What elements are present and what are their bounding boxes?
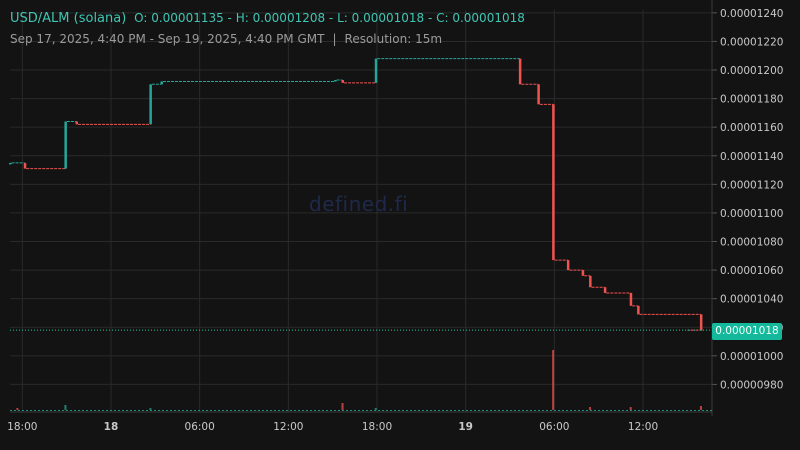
x-tick-label: 18:00 xyxy=(7,421,37,433)
y-tick-label: 0.00001100 xyxy=(720,208,783,220)
y-tick-label: 0.00000980 xyxy=(720,379,783,391)
resolution-label: Resolution: 15m xyxy=(344,32,443,46)
y-tick-label: 0.00001040 xyxy=(720,294,783,306)
candle-body xyxy=(518,58,522,85)
ohlc-readout: O: 0.00001135 - H: 0.00001208 - L: 0.000… xyxy=(134,11,525,25)
y-tick-label: 0.00001180 xyxy=(720,94,783,106)
x-tick-label: 06:00 xyxy=(185,421,215,433)
volume-bar xyxy=(699,406,702,410)
y-tick-label: 0.00001240 xyxy=(720,8,783,20)
last-price-badge: 0.00001018 xyxy=(712,323,782,340)
candle-body xyxy=(581,270,585,276)
candle-body xyxy=(23,162,27,169)
date-range: Sep 17, 2025, 4:40 PM - Sep 19, 2025, 4:… xyxy=(10,32,325,46)
volume-bar xyxy=(589,407,592,410)
volume-bar xyxy=(149,408,152,410)
y-tick-label: 0.00001060 xyxy=(720,265,783,277)
candle-body xyxy=(629,292,633,306)
candle-body xyxy=(589,275,592,288)
y-tick-label: 0.00001080 xyxy=(720,237,783,249)
candle-body xyxy=(149,84,152,125)
candle-body xyxy=(566,260,570,271)
y-tick-label: 0.00001160 xyxy=(720,122,783,134)
x-tick-label: 18 xyxy=(104,421,119,433)
candle-body xyxy=(9,162,12,165)
volume-bar xyxy=(552,350,555,410)
volume-bar xyxy=(64,405,67,410)
volume-bar xyxy=(341,403,344,410)
x-tick-label: 18:00 xyxy=(362,421,392,433)
y-tick-label: 0.00001000 xyxy=(720,351,783,363)
candle-body xyxy=(537,84,540,105)
volume-bar xyxy=(16,408,19,410)
candle-body xyxy=(699,314,703,331)
candle-body xyxy=(603,287,607,293)
candle-body xyxy=(334,80,337,82)
candle-body xyxy=(374,58,378,83)
x-tick-label: 06:00 xyxy=(539,421,569,433)
y-tick-label: 0.00001140 xyxy=(720,151,783,163)
x-tick-label: 12:00 xyxy=(628,421,658,433)
candle-body xyxy=(64,121,67,169)
separator: | xyxy=(332,32,337,46)
chart-subheader: Sep 17, 2025, 4:40 PM - Sep 19, 2025, 4:… xyxy=(10,32,442,46)
candle-body xyxy=(341,80,345,83)
chart-header: USD/ALM (solana) O: 0.00001135 - H: 0.00… xyxy=(10,11,525,26)
y-tick-label: 0.00001220 xyxy=(720,36,783,48)
candle-body xyxy=(637,305,640,315)
y-tick-label: 0.00001200 xyxy=(720,65,783,77)
candle-body xyxy=(75,121,79,125)
volume-bar xyxy=(374,408,377,410)
candle-body xyxy=(552,104,555,261)
watermark-logo: defined.fi xyxy=(309,192,409,216)
x-tick-label: 12:00 xyxy=(273,421,303,433)
candle-body xyxy=(160,81,163,85)
volume-bar xyxy=(629,407,632,410)
x-tick-label: 19 xyxy=(458,421,473,433)
y-tick-label: 0.00001120 xyxy=(720,179,783,191)
pair-label: USD/ALM (solana) xyxy=(10,11,127,26)
